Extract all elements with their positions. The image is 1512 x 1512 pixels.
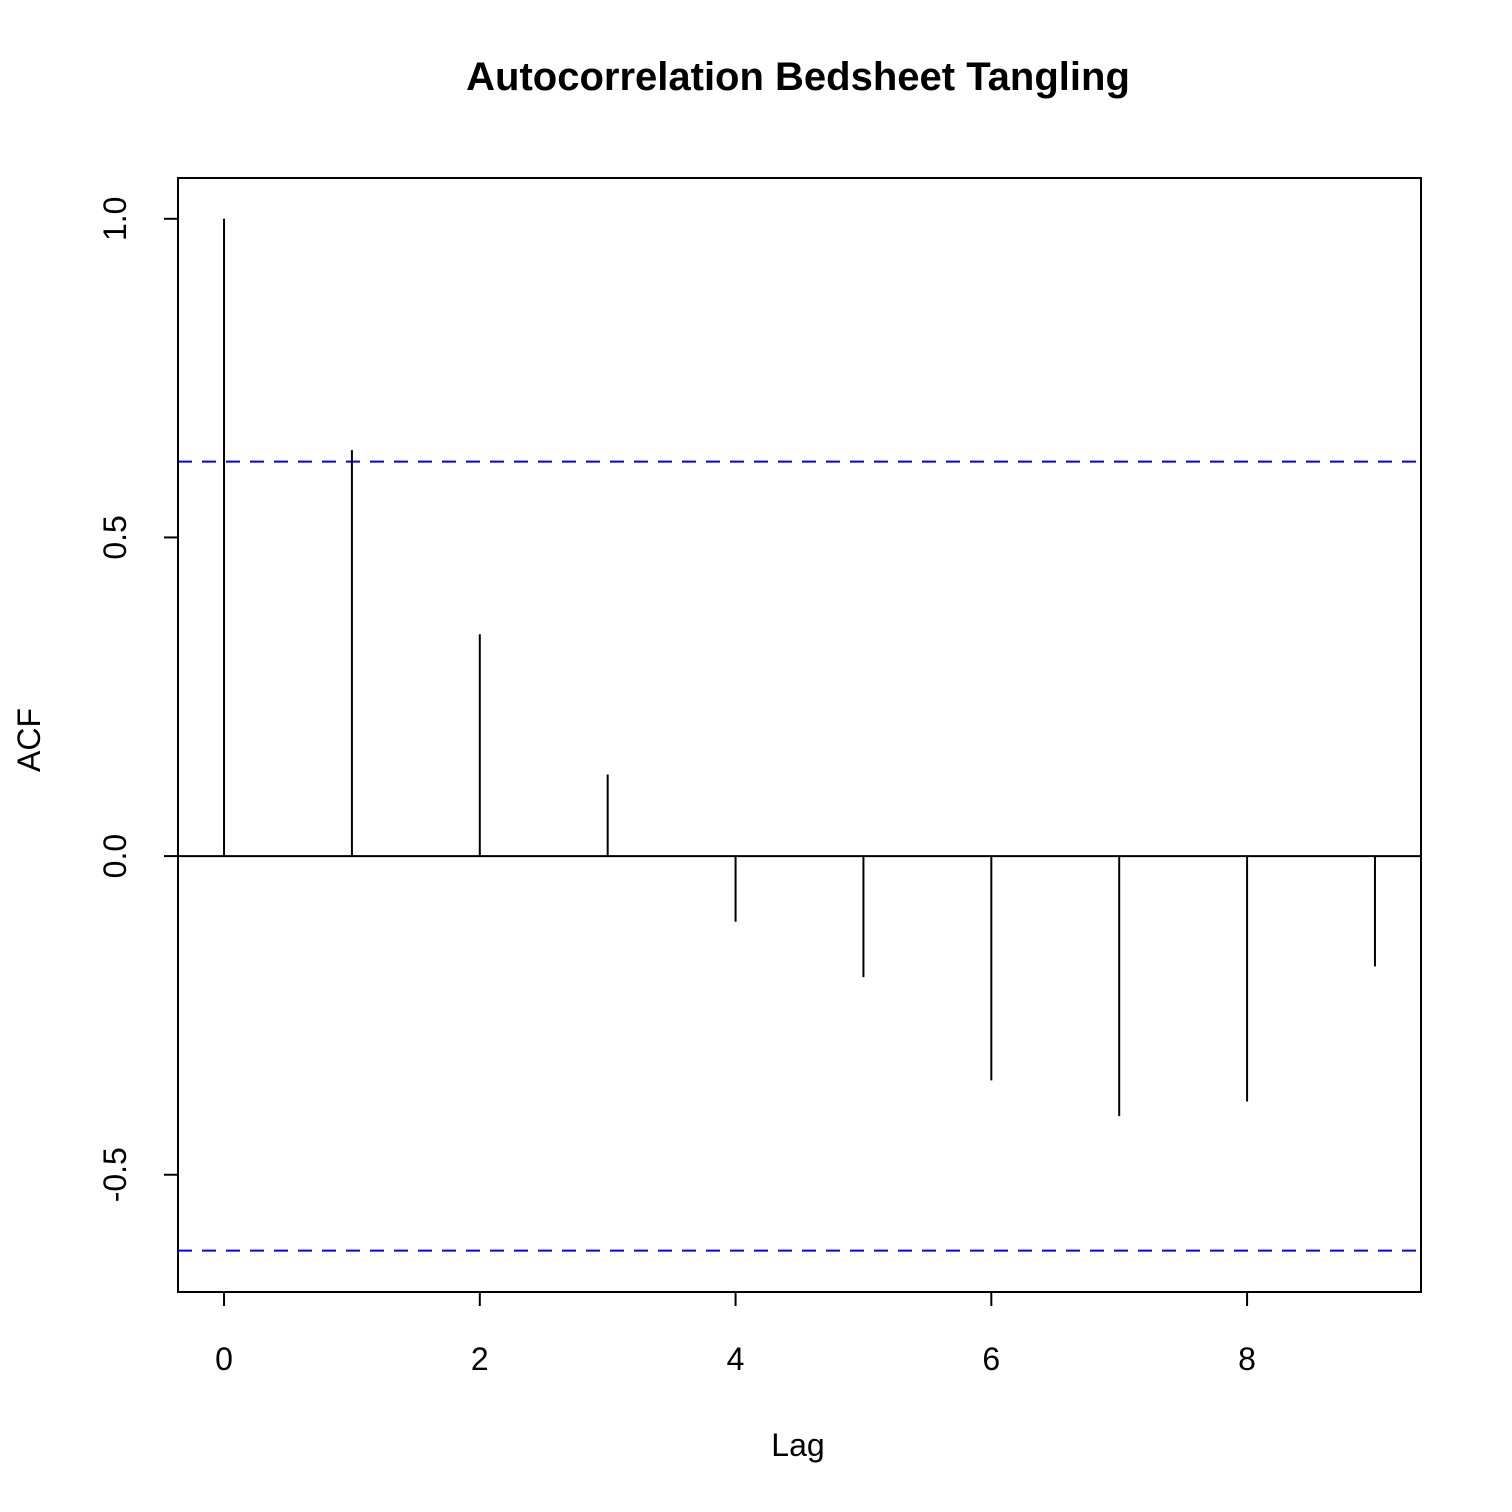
x-axis-title: Lag: [771, 1427, 824, 1463]
y-tick-label: 0.0: [97, 834, 133, 878]
plot-frame: [177, 177, 1422, 1293]
x-tick-label: 8: [1238, 1341, 1256, 1377]
x-tick-label: 6: [982, 1341, 1000, 1377]
x-tick-label: 2: [471, 1341, 489, 1377]
x-tick-label: 0: [215, 1341, 233, 1377]
y-tick-label: 0.5: [97, 515, 133, 559]
y-tick-label: 1.0: [97, 197, 133, 241]
chart-title: Autocorrelation Bedsheet Tangling: [466, 55, 1130, 99]
x-tick-label: 4: [727, 1341, 745, 1377]
y-axis-title: ACF: [11, 708, 47, 772]
plot-area: 0 2 4 6 8 -0.5 0.0 0.5 1.0: [97, 177, 1422, 1377]
y-tick-label: -0.5: [97, 1147, 133, 1202]
